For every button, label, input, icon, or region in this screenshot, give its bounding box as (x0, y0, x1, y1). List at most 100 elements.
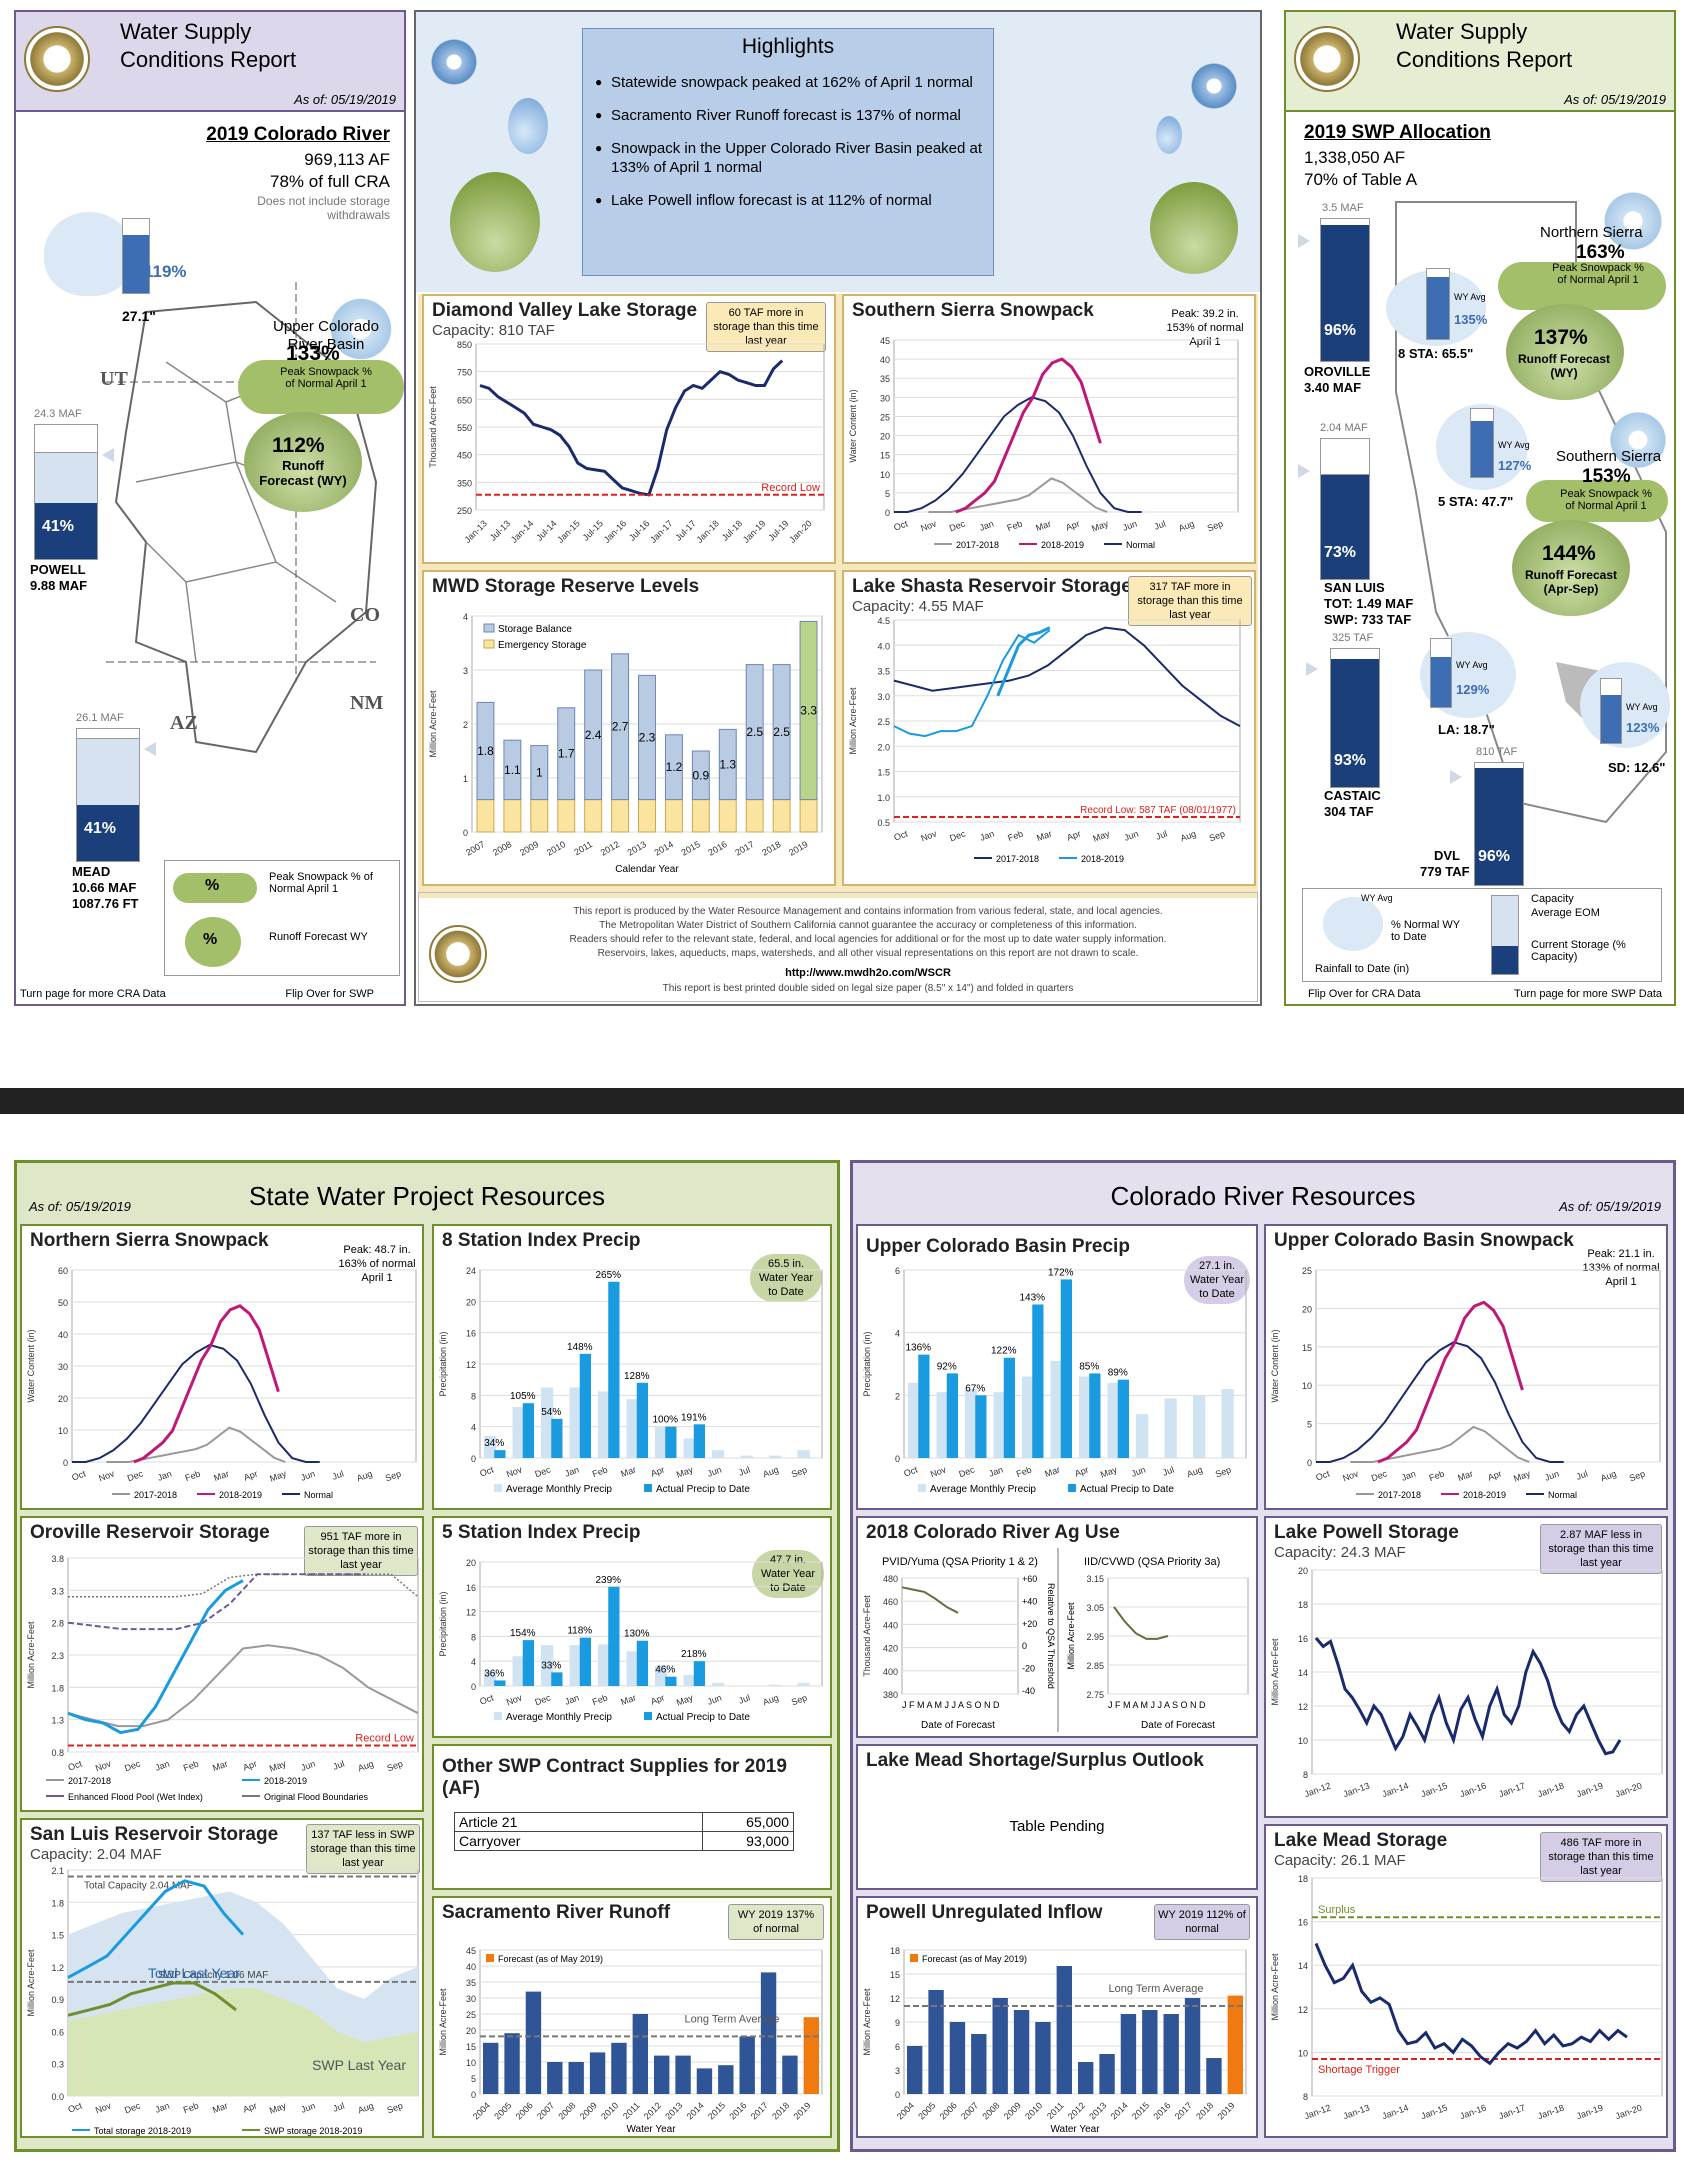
x-tick-label: Jul (737, 1464, 751, 1477)
colorado-footer-left[interactable]: Turn page for more CRA Data (20, 988, 166, 1000)
avg-bar (655, 1665, 668, 1686)
data-label: 54% (541, 1407, 561, 1418)
x-axis-label: Date of Forecast (921, 1720, 995, 1731)
disclaimer-url[interactable]: http://www.mwdh2o.com/WSCR (785, 967, 951, 979)
emergency-bar (664, 799, 683, 833)
mead-ft: 1087.76 FT (72, 896, 139, 911)
swp-resources-asof: As of: 05/19/2019 (29, 1199, 131, 1214)
x-tick-label: Jan-13 (1342, 2102, 1371, 2121)
x-tick-label: Sep (1628, 1468, 1646, 1483)
runoff-bar (1163, 2014, 1179, 2094)
actual-bar (579, 1637, 591, 1686)
avg-bar (626, 1399, 639, 1458)
data-label: 2.5 (773, 725, 790, 739)
swp-storage-line (67, 1981, 237, 2017)
la-wyavg: WY Avg (1456, 660, 1488, 670)
y-tick-label: 16 (1298, 1634, 1308, 1644)
avg-bar (1221, 1389, 1234, 1458)
legend-label: Total storage 2018-2019 (94, 2126, 191, 2136)
runoff-label: Runoff Forecast (WY) (259, 458, 347, 488)
powell-gauge (34, 424, 98, 560)
nsierra-pct: 163% (1576, 242, 1625, 263)
x-tick-label: Nov (505, 1464, 524, 1479)
legend-snow-text: Peak Snowpack % of Normal April 1 (269, 871, 373, 895)
lp-chart: Lake Powell Storage Capacity: 24.3 MAF 2… (1264, 1516, 1668, 1818)
y-tick-label: 650 (457, 395, 472, 405)
oroville-pct: 96% (1324, 322, 1357, 339)
x-tick-label: Oct (893, 828, 910, 842)
x-tick-label: Sep (790, 1464, 808, 1479)
swp-last-year-area (68, 1988, 418, 2096)
legend-runoff-sym: % (203, 931, 218, 948)
precip-pct: 119% (144, 262, 187, 281)
snowflake-icon (1606, 408, 1670, 472)
ucs-note: Peak: 21.1 in. 133% of normal April 1 (1582, 1248, 1660, 1288)
y-tick-label: 0.6 (51, 2027, 64, 2037)
swp-capacity-label: SWP Capacity 1.06 MAF (158, 1970, 268, 1981)
average-label: Long Term Average (1109, 1983, 1204, 1995)
x-tick-label: 2008 (491, 839, 513, 858)
p8-chart: 8 Station Index Precip 65.5 in. Water Ye… (432, 1224, 832, 1510)
as-of: As of: 05/19/2019 (294, 92, 396, 107)
runoff-bar (1035, 2022, 1051, 2094)
x-tick-label: May (268, 2100, 288, 2115)
avg-bar (512, 1656, 525, 1686)
disclaimer-line: This report is produced by the Water Res… (573, 906, 1163, 917)
y-tick-label: 25 (880, 412, 890, 422)
y-tick-label: 15 (880, 451, 890, 461)
actual-bar (494, 1450, 506, 1458)
runoff-bar (1120, 2014, 1137, 2094)
x-tick-label: Jan (156, 1468, 173, 1482)
legend-label: 2017-2018 (134, 1490, 177, 1500)
sl-plot: 2.1 1.8 1.5 1.2 0.9 0.6 0.3 0.0 Million Acre-Fee… (26, 1866, 419, 2136)
sanluis-pct: 73% (1324, 544, 1357, 561)
swp-footer-right[interactable]: Turn page for more SWP Data (1514, 988, 1662, 1000)
highlight-item: ● Snowpack in the Upper Colorado River Ba… (595, 140, 983, 176)
data-label: 85% (1079, 1361, 1099, 1372)
snow-pct: 133% (286, 342, 340, 365)
legend-label: 2017-2018 (956, 540, 999, 550)
y-tick-label: 20 (1302, 1304, 1312, 1314)
castaic-name: CASTAIC (1324, 788, 1381, 803)
y2-tick-label: -40 (1022, 1686, 1035, 1696)
x-tick-label: 2011 (621, 2100, 642, 2121)
avg-bar (908, 1382, 921, 1458)
x-tick-label: Dec (948, 828, 967, 843)
powell-cap: 24.3 MAF (34, 408, 82, 420)
x-tick-label: Jan (979, 828, 996, 842)
snow-drop-icon (450, 172, 540, 272)
actual-bar (608, 1281, 620, 1458)
x-tick-label: Jul-14 (534, 518, 558, 542)
x-tick-label: 2014 (653, 839, 675, 858)
avg-bar (1022, 1376, 1035, 1458)
swp-heading: 2019 SWP Allocation (1304, 122, 1491, 143)
legend-label: Emergency Storage (498, 640, 587, 651)
y2-axis-label: Relative to QSA Threshold (1046, 1583, 1056, 1689)
ucp-chart: Upper Colorado Basin Precip 27.1 in. Wat… (856, 1224, 1258, 1510)
ucp-plot: 6 4 2 0 Precipitation (in) 136% 92% 67% 122% 143%… (862, 1266, 1247, 1495)
powell-line (1314, 1637, 1622, 1756)
x-tick-label: Sep (384, 1468, 402, 1483)
x-tick-label: Jun (1121, 518, 1138, 532)
y-tick-label: 2 (895, 1391, 900, 1401)
actual-bar (636, 1382, 648, 1458)
precip-gauge (122, 218, 150, 294)
lmso-chart: Lake Mead Shortage/Surplus Outlook Table… (856, 1744, 1258, 1890)
y-tick-label: 0.5 (877, 818, 890, 828)
swp-footer-left[interactable]: Flip Over for CRA Data (1308, 988, 1421, 1000)
legend-label: 2018-2019 (264, 1776, 307, 1786)
shasta-capacity: Capacity: 4.55 MAF (852, 598, 984, 615)
emergency-bar (772, 799, 791, 833)
other-table: Article 21 65,000 Carryover 93,000 (454, 1812, 794, 1851)
avg-bar (512, 1407, 525, 1458)
y-tick-label: 12 (466, 1608, 476, 1618)
x-tick-label: Jul-17 (673, 518, 697, 542)
p5-plot: 20 16 12 8 4 0 Precipitation (in) 36% 154% 33% 118… (438, 1558, 823, 1723)
castaic-marker-icon (1306, 662, 1318, 676)
colorado-footer-right[interactable]: Flip Over for SWP (285, 988, 374, 1000)
legend-label: Average Monthly Precip (506, 1484, 612, 1495)
drop-bullet-icon: ● (595, 75, 603, 89)
total-capacity-label: Total Capacity 2.04 MAF (84, 1880, 193, 1891)
emergency-bar (530, 799, 549, 833)
data-label: 122% (991, 1346, 1017, 1357)
